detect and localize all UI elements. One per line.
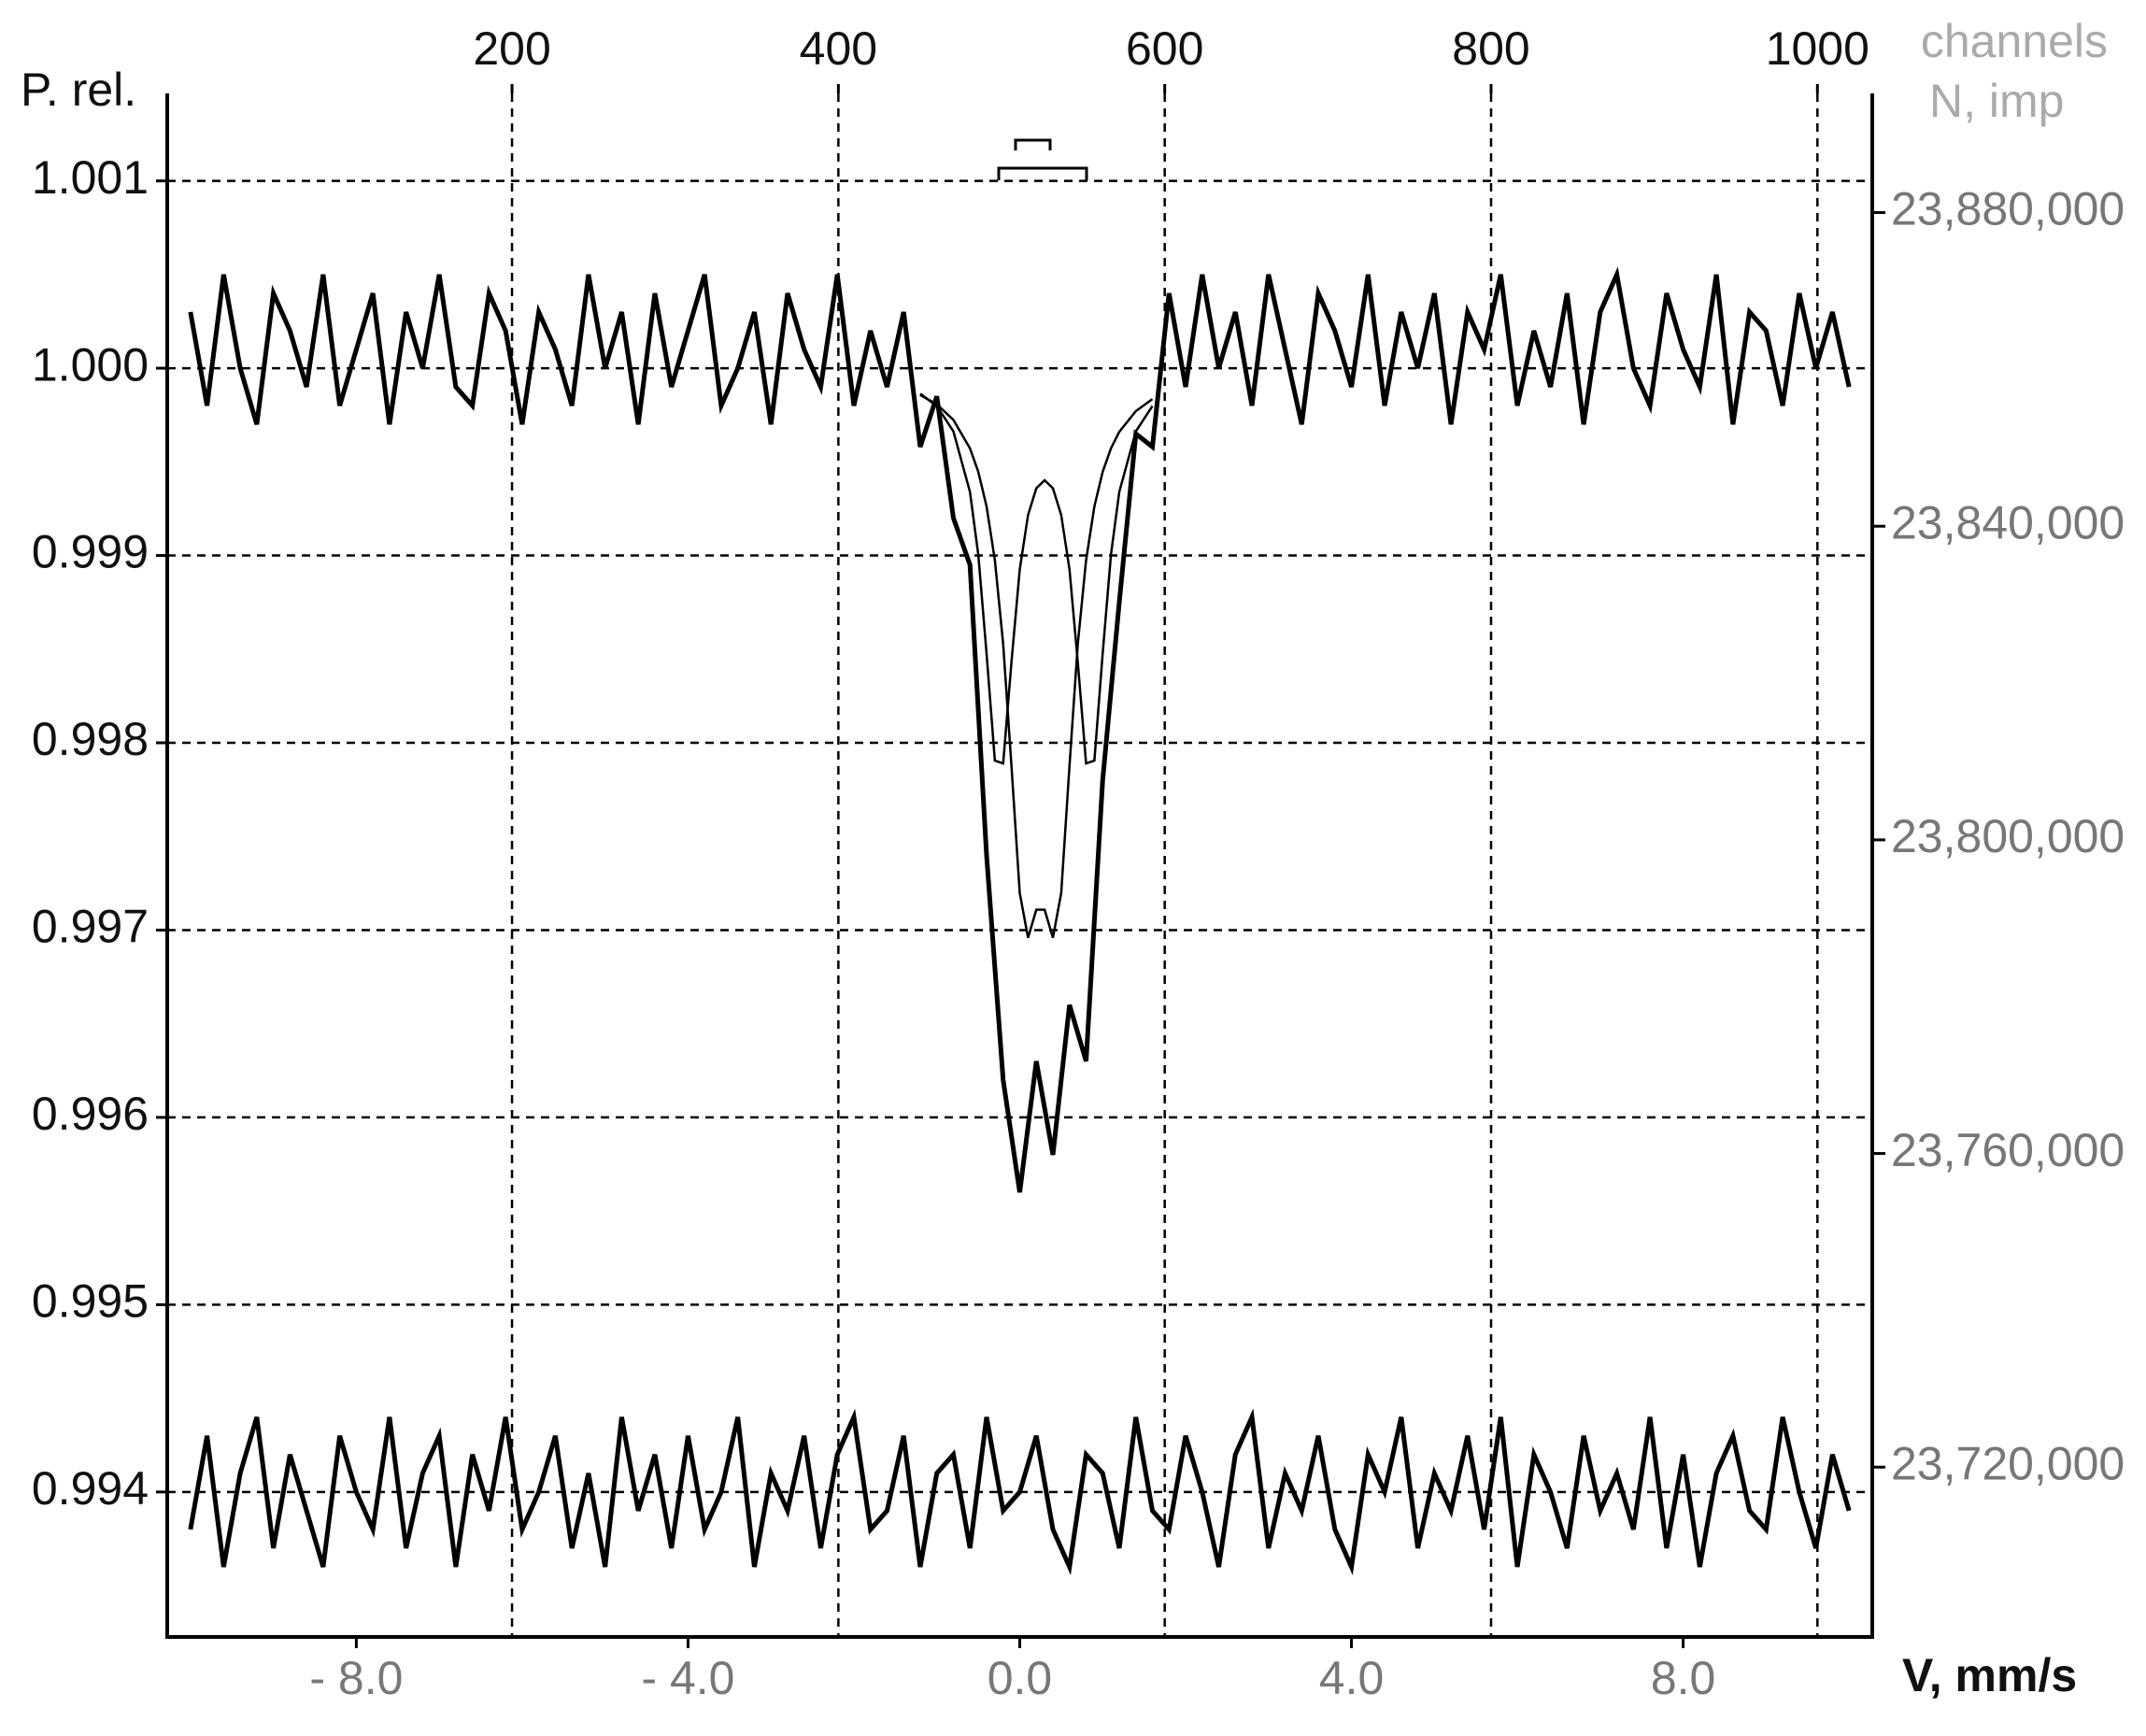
y-tick-label: 0.994 (32, 1462, 149, 1515)
y-axis-label: P. rel. (21, 64, 136, 116)
y-tick-label: 0.997 (32, 901, 149, 953)
doublet-marker (997, 166, 1088, 180)
series-line (188, 266, 1852, 1193)
doublet-marker (1014, 138, 1052, 150)
x-tick-label: 8.0 (1651, 1652, 1716, 1704)
doublet-markers (997, 138, 1088, 180)
y2-tick-label: 23,880,000 (1891, 183, 2125, 235)
y-tick-label: 0.995 (32, 1275, 149, 1328)
x2-tick-label: 400 (800, 22, 877, 75)
series-line (919, 393, 1154, 939)
y-tick-label: 0.998 (32, 713, 149, 765)
y-tick-label: 0.999 (32, 526, 149, 578)
x2-tick-label: 200 (473, 22, 550, 75)
series-line (919, 392, 1154, 765)
x-tick-label: - 8.0 (309, 1652, 403, 1704)
y-tick-label: 1.001 (32, 151, 149, 204)
x-tick-label: 0.0 (988, 1652, 1053, 1704)
x-axis-label: V, mm/s (1902, 1649, 2077, 1701)
series-line (188, 1408, 1852, 1575)
y2-tick-label: 23,720,000 (1891, 1437, 2125, 1489)
x-tick-label: 4.0 (1319, 1652, 1385, 1704)
x2-axis-label: channels (1921, 15, 2108, 67)
y-tick-label: 1.000 (32, 338, 149, 391)
y2-tick-label: 23,760,000 (1891, 1124, 2125, 1176)
y2-tick-label: 23,800,000 (1891, 810, 2125, 862)
y-tick-label: 0.996 (32, 1088, 149, 1140)
y2-axis-label: N, imp (1929, 75, 2064, 127)
x2-tick-label: 600 (1126, 22, 1203, 75)
y2-tick-label: 23,840,000 (1891, 496, 2125, 548)
x-tick-label: - 4.0 (641, 1652, 734, 1704)
x2-tick-label: 1000 (1766, 22, 1869, 75)
x2-tick-label: 800 (1452, 22, 1529, 75)
